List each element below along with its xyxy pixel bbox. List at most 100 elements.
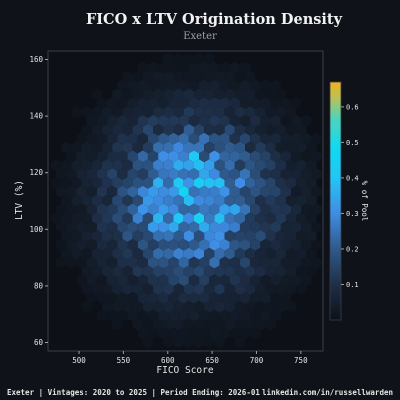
- hex-cell: [270, 238, 281, 251]
- hex-cell: [112, 123, 123, 136]
- hex-cell: [245, 265, 256, 278]
- hex-cell: [81, 123, 92, 136]
- hex-cell: [112, 212, 123, 225]
- hex-cell: [66, 203, 77, 216]
- hex-cell: [224, 177, 235, 189]
- hex-cell: [168, 132, 179, 145]
- hex-cell: [214, 300, 225, 313]
- hex-cell: [229, 309, 240, 322]
- hex-cell: [301, 115, 312, 127]
- hex-cell: [132, 247, 143, 260]
- hex-cell: [234, 265, 246, 278]
- hex-cell: [275, 265, 286, 278]
- hex-cell: [209, 115, 220, 127]
- hex-cell: [275, 88, 286, 101]
- hex-cell: [229, 115, 240, 127]
- hex-cell: [147, 115, 159, 127]
- hex-cell: [117, 292, 128, 304]
- hex-cell: [168, 274, 179, 287]
- hex-cell: [204, 194, 215, 207]
- footer-right: linkedin.com/in/russellwarden: [262, 388, 393, 397]
- hex-cell: [127, 274, 138, 287]
- hex-cell: [91, 88, 102, 101]
- hex-cell: [153, 265, 164, 278]
- hex-cell: [234, 283, 246, 295]
- hex-cell: [270, 274, 281, 287]
- hex-cell: [147, 327, 159, 340]
- hex-cell: [71, 177, 82, 189]
- hex-cell: [163, 300, 174, 313]
- hex-cell: [224, 283, 235, 295]
- hex-cell: [101, 300, 113, 313]
- hex-cell: [275, 283, 286, 295]
- hex-cell: [250, 150, 261, 163]
- hex-cell: [311, 185, 322, 198]
- hex-cell: [173, 88, 184, 101]
- hex-cell: [61, 230, 72, 242]
- hex-cell: [260, 274, 271, 287]
- hex-cell: [239, 132, 251, 145]
- hex-cell: [122, 88, 133, 101]
- hex-cell: [280, 168, 292, 180]
- hex-cell: [301, 274, 312, 287]
- hex-cell: [142, 300, 154, 313]
- hex-cell: [239, 256, 251, 269]
- hex-cell: [270, 203, 281, 216]
- x-tick-label: 650: [205, 356, 219, 365]
- hex-cell: [163, 53, 174, 65]
- hex-cell: [234, 212, 246, 225]
- hex-cell: [137, 309, 148, 322]
- hex-cell: [168, 185, 179, 198]
- hex-cell: [81, 265, 92, 278]
- hex-cell: [158, 238, 169, 251]
- hex-cell: [112, 88, 123, 101]
- hex-cell: [209, 292, 220, 304]
- hex-cell: [168, 238, 179, 251]
- hex-cell: [122, 123, 133, 136]
- hex-cell: [117, 132, 128, 145]
- hex-cell: [275, 212, 286, 225]
- hex-cell: [306, 212, 317, 225]
- hex-cell: [173, 283, 184, 295]
- hex-cell: [280, 256, 292, 269]
- hex-cell: [250, 292, 261, 304]
- hex-cell: [234, 318, 246, 331]
- hex-cell: [142, 247, 154, 260]
- hex-cell: [301, 203, 312, 216]
- hex-cell: [209, 79, 220, 92]
- hex-cell: [153, 159, 164, 172]
- hex-cell: [229, 79, 240, 92]
- hex-cell: [255, 88, 266, 101]
- hex-cell: [56, 238, 67, 251]
- hex-cell: [239, 115, 251, 127]
- hex-cell: [91, 283, 102, 295]
- hex-cell: [214, 123, 225, 136]
- hex-cell: [229, 256, 240, 269]
- hex-cell: [260, 185, 271, 198]
- hex-cell: [153, 283, 164, 295]
- hex-cell: [204, 318, 215, 331]
- hex-cell: [107, 115, 118, 127]
- hex-cell: [255, 247, 266, 260]
- y-axis-label: LTV (%): [14, 180, 25, 220]
- hex-cell: [142, 194, 154, 207]
- colorbar-ticks: 0.1 0.2 0.3 0.4 0.5 0.6: [341, 103, 359, 289]
- hex-cell: [173, 106, 184, 118]
- hex-cell: [163, 265, 174, 278]
- hex-cell: [260, 150, 271, 163]
- hex-cell: [168, 168, 179, 180]
- hex-cell: [132, 106, 143, 118]
- hex-cell: [245, 283, 256, 295]
- hex-cell: [66, 238, 77, 251]
- hex-cell: [86, 115, 97, 127]
- hex-cell: [260, 168, 271, 180]
- hex-cell: [255, 300, 266, 313]
- hex-cell: [163, 177, 174, 189]
- hex-cell: [245, 123, 256, 136]
- hex-cell: [229, 274, 240, 287]
- hex-cell: [209, 238, 220, 251]
- hex-cell: [193, 141, 205, 154]
- hex-cell: [132, 300, 143, 313]
- hex-cell: [219, 256, 230, 269]
- hex-cell: [224, 141, 235, 154]
